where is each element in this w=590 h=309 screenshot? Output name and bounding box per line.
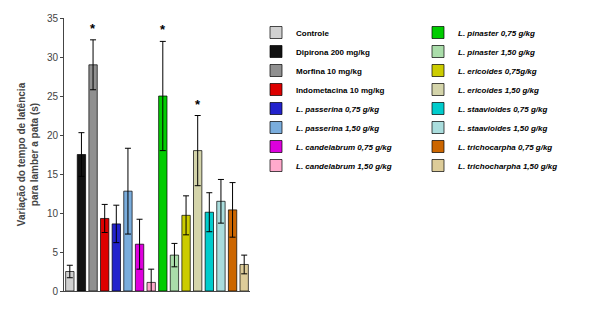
svg-text:L. ericoides 1,50 g/kg: L. ericoides 1,50 g/kg — [458, 86, 539, 95]
svg-text:L. pinaster 0,75 g/kg: L. pinaster 0,75 g/kg — [458, 29, 535, 38]
svg-text:*: * — [160, 22, 166, 37]
svg-text:L. staavioides 0,75 g/kg: L. staavioides 0,75 g/kg — [458, 105, 547, 114]
svg-text:Morfina 10 mg/kg: Morfina 10 mg/kg — [296, 67, 362, 76]
svg-text:Variação do tempo de latênciap: Variação do tempo de latênciapara lamber… — [16, 82, 40, 226]
svg-text:L. passerina 1,50 g/kg: L. passerina 1,50 g/kg — [296, 124, 379, 133]
svg-text:L. candelabrum 1,50 g/kg: L. candelabrum 1,50 g/kg — [296, 162, 392, 171]
svg-text:0: 0 — [52, 286, 58, 297]
svg-text:*: * — [90, 21, 96, 36]
svg-text:30: 30 — [47, 52, 59, 63]
svg-text:15: 15 — [47, 169, 59, 180]
svg-text:L. staavioides 1,50 g/kg: L. staavioides 1,50 g/kg — [458, 124, 547, 133]
svg-text:L. pinaster 1,50 g/kg: L. pinaster 1,50 g/kg — [458, 48, 535, 57]
svg-text:5: 5 — [52, 247, 58, 258]
svg-text:25: 25 — [47, 91, 59, 102]
svg-text:*: * — [195, 97, 201, 112]
svg-text:Controle: Controle — [296, 29, 329, 38]
svg-text:L. trichocharpha 1,50 g/kg: L. trichocharpha 1,50 g/kg — [458, 162, 557, 171]
svg-text:L. ericoides 0,75g/kg: L. ericoides 0,75g/kg — [458, 67, 537, 76]
svg-text:35: 35 — [47, 13, 59, 24]
svg-text:20: 20 — [47, 130, 59, 141]
svg-text:Dipirona 200 mg/kg: Dipirona 200 mg/kg — [296, 48, 370, 57]
svg-text:10: 10 — [47, 208, 59, 219]
svg-text:L. passerina 0,75 g/kg: L. passerina 0,75 g/kg — [296, 105, 379, 114]
svg-text:L. trichocarpha 0,75 g/kg: L. trichocarpha 0,75 g/kg — [458, 143, 552, 152]
svg-text:L. candelabrum 0,75 g/kg: L. candelabrum 0,75 g/kg — [296, 143, 392, 152]
svg-text:Indometacina 10 mg/kg: Indometacina 10 mg/kg — [296, 86, 385, 95]
